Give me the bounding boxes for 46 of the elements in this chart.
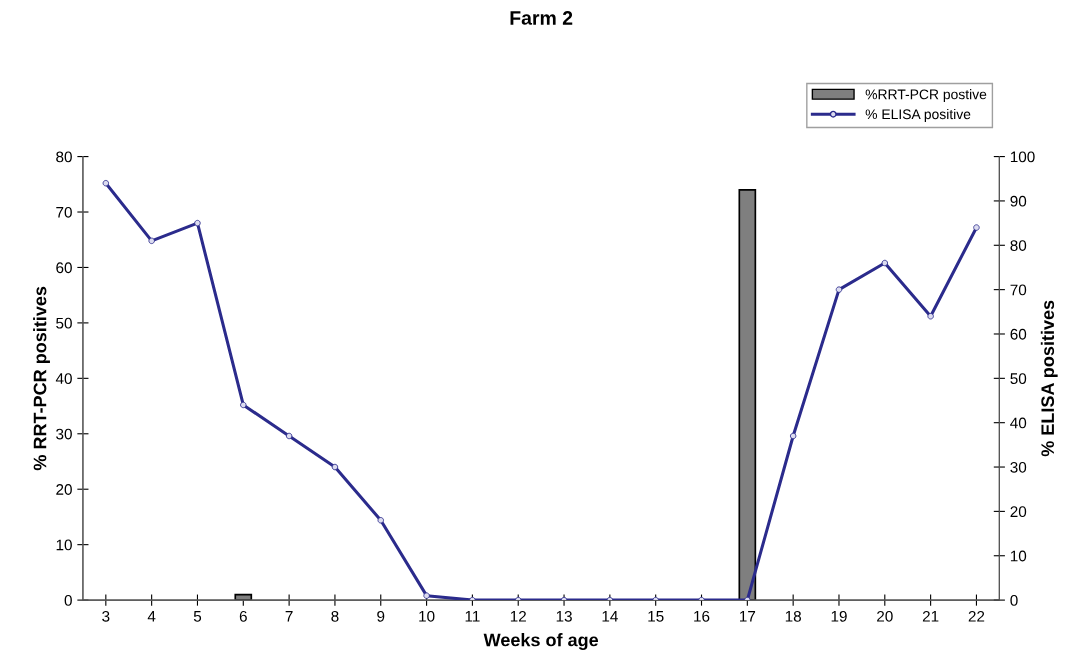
y2-tick-label: 10 xyxy=(1010,550,1027,562)
y-tick-label: 0 xyxy=(64,594,72,606)
x-tick-label: 21 xyxy=(922,610,939,622)
x-tick-label: 18 xyxy=(785,610,801,622)
x-tick-label: 20 xyxy=(877,610,893,622)
chart-title: Farm 2 xyxy=(510,11,573,25)
x-tick-label: 11 xyxy=(465,611,480,622)
y2-axis-title: % ELISA positives xyxy=(1040,300,1058,457)
y2-tick-label: 20 xyxy=(1010,506,1027,518)
y-tick-label: 80 xyxy=(56,151,72,163)
y-tick-label: 50 xyxy=(56,317,72,329)
y2-tick-label: 100 xyxy=(1010,151,1035,163)
y2-tick-label: 0 xyxy=(1010,594,1018,606)
x-tick-label: 4 xyxy=(147,611,156,622)
y-axis-title: % RRT-PCR positives xyxy=(33,286,50,471)
y-tick-label: 10 xyxy=(56,539,72,551)
legend-label: % ELISA positive xyxy=(865,108,971,122)
x-tick-label: 14 xyxy=(602,611,618,622)
x-tick-label: 12 xyxy=(510,610,526,622)
x-tick-label: 5 xyxy=(193,611,202,622)
y2-tick-label: 60 xyxy=(1010,328,1027,340)
x-tick-label: 22 xyxy=(968,610,985,622)
x-tick-label: 3 xyxy=(102,610,110,622)
x-tick-label: 6 xyxy=(239,610,247,622)
x-tick-label: 17 xyxy=(740,611,756,622)
x-tick-label: 16 xyxy=(694,610,710,622)
x-tick-label: 8 xyxy=(331,610,339,622)
legend-label: %RRT-PCR postive xyxy=(865,89,987,103)
y2-tick-label: 70 xyxy=(1010,284,1027,296)
x-tick-label: 7 xyxy=(285,611,293,622)
y-tick-label: 40 xyxy=(55,373,72,385)
y2-tick-label: 40 xyxy=(1010,417,1027,429)
y2-tick-label: 50 xyxy=(1010,373,1027,385)
x-tick-label: 10 xyxy=(419,610,435,622)
y2-tick-label: 30 xyxy=(1010,461,1027,473)
x-tick-label: 13 xyxy=(556,610,572,622)
y-tick-label: 30 xyxy=(56,428,72,440)
y-tick-label: 60 xyxy=(56,262,72,274)
x-tick-label: 9 xyxy=(377,610,385,622)
x-tick-label: 19 xyxy=(831,610,847,622)
y2-tick-label: 90 xyxy=(1010,195,1027,207)
x-axis-title: Weeks of age xyxy=(483,633,599,650)
y2-tick-label: 80 xyxy=(1010,240,1027,251)
y-tick-label: 70 xyxy=(56,206,72,218)
x-tick-label: 15 xyxy=(648,611,664,622)
y-tick-label: 20 xyxy=(56,484,72,495)
